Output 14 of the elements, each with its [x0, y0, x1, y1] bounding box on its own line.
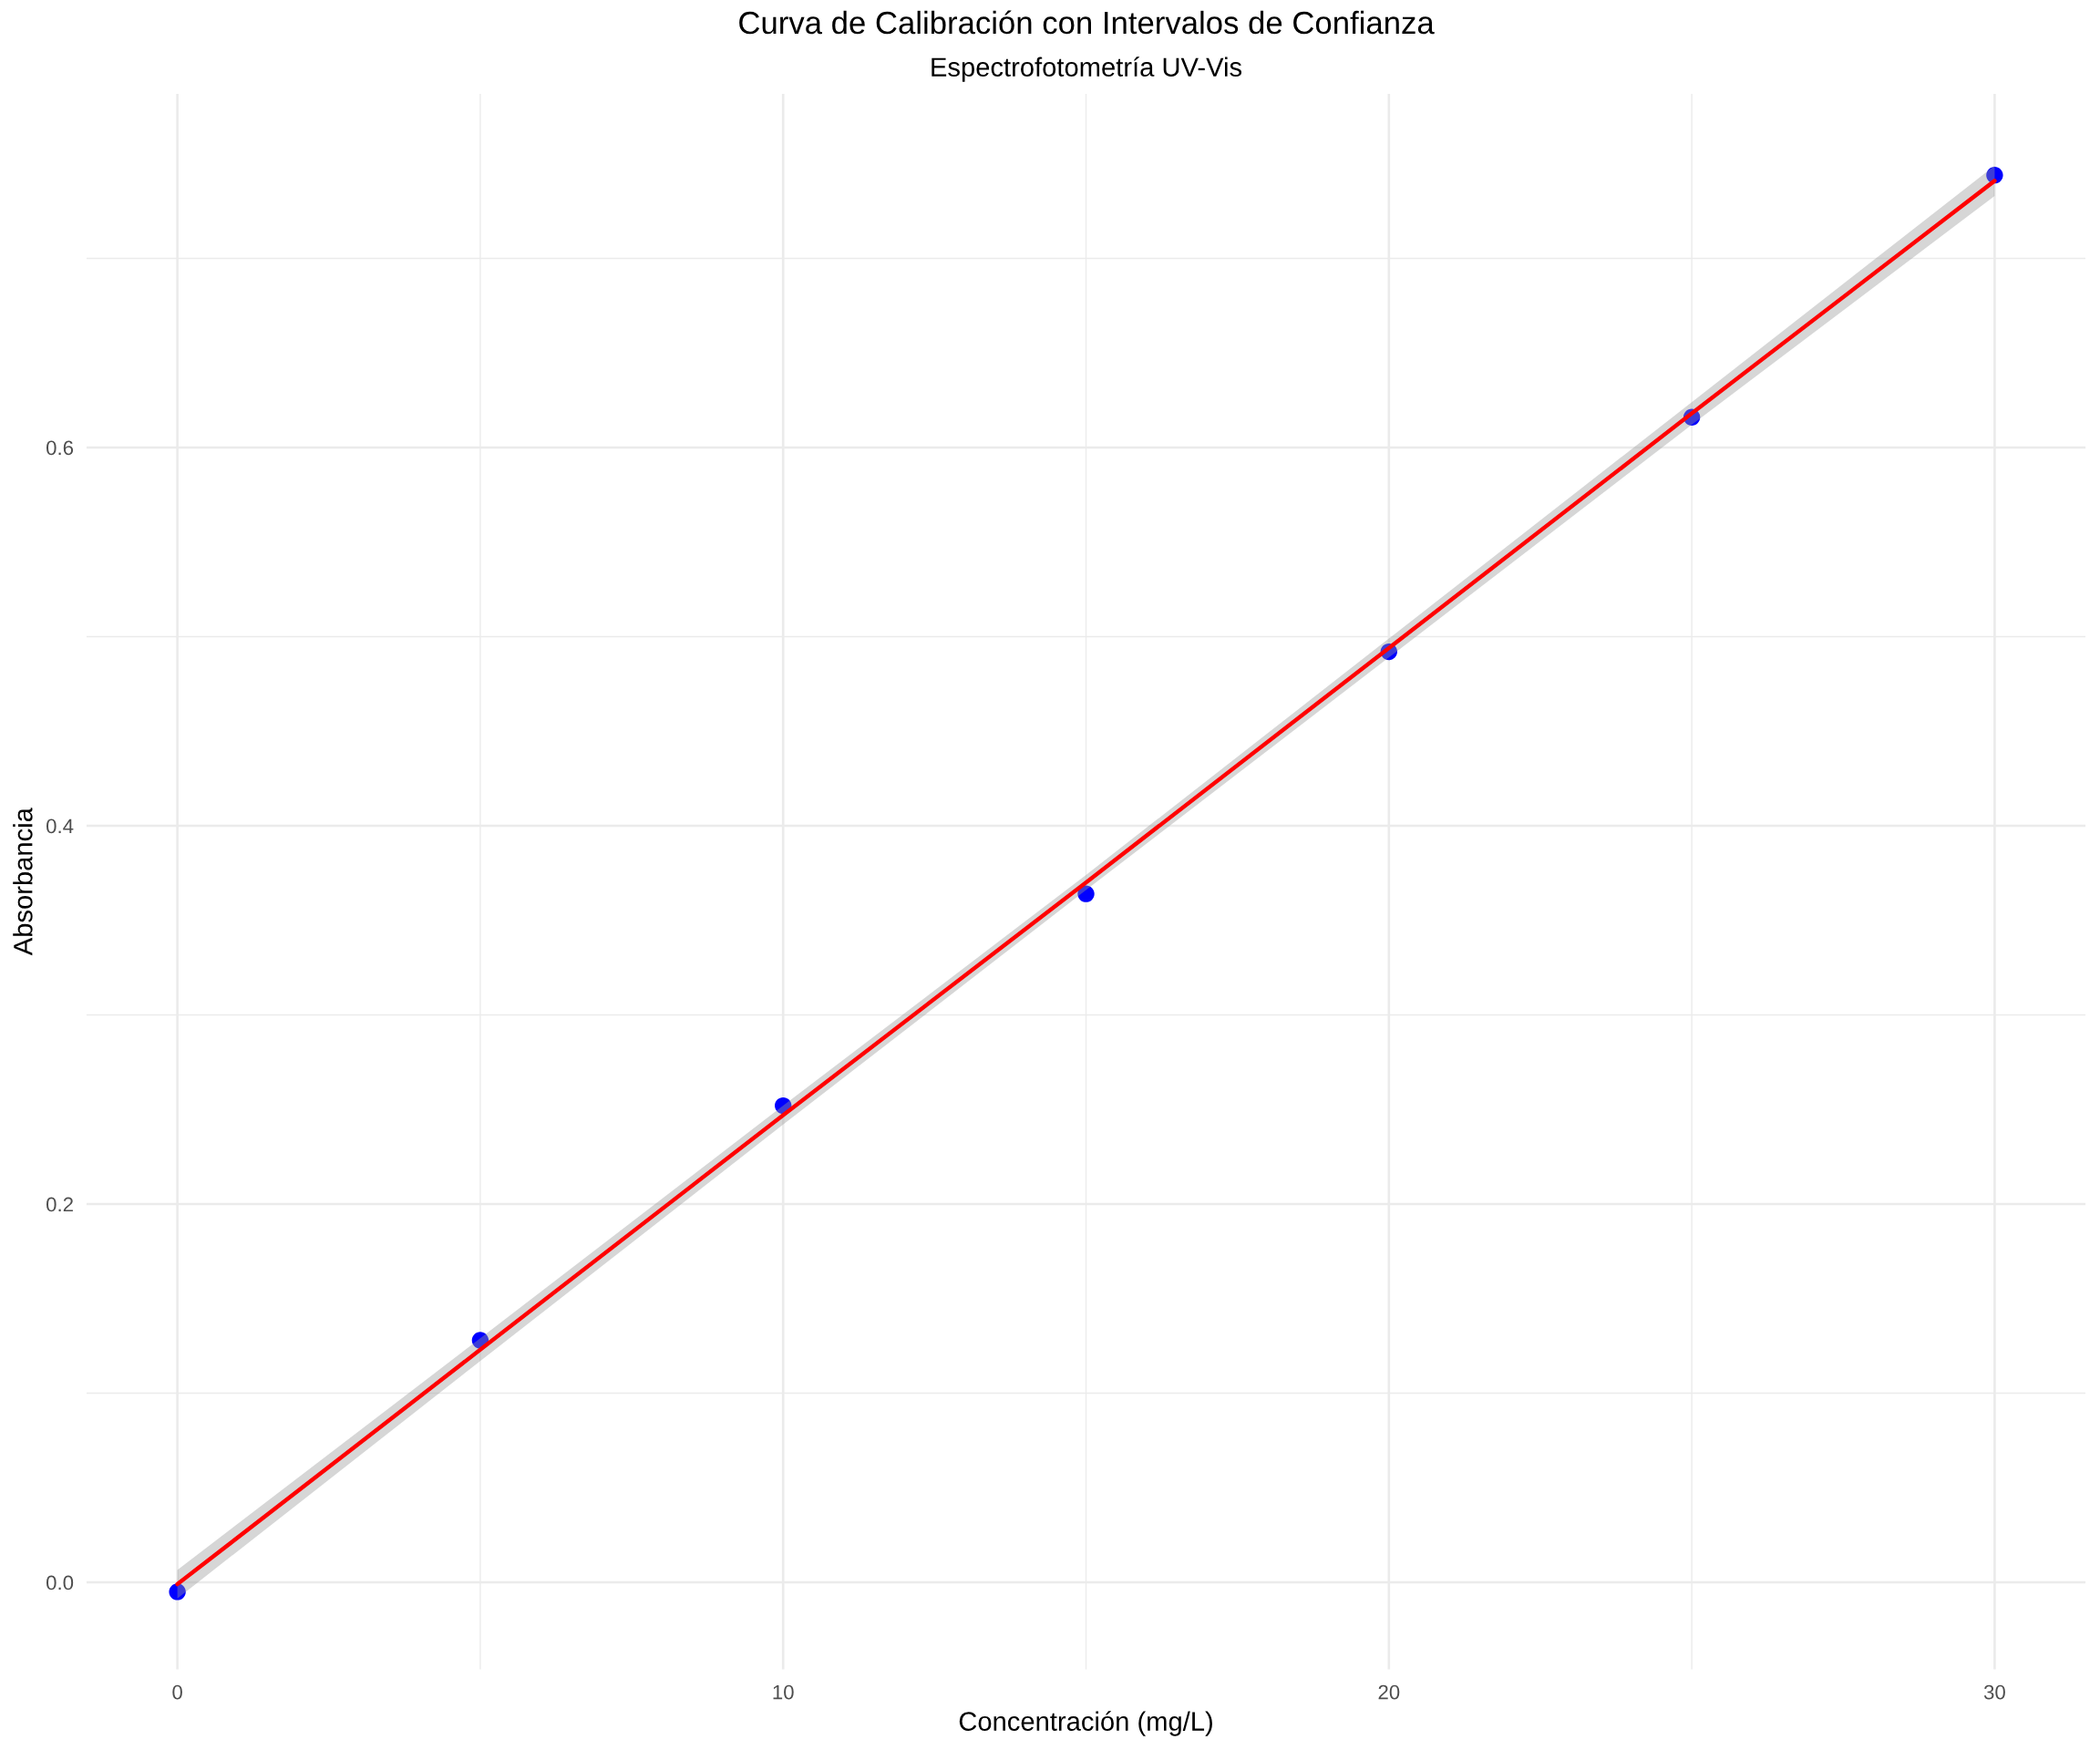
y-tick-label: 0.2 — [46, 1197, 73, 1212]
x-tick-label: 0 — [172, 1684, 182, 1700]
x-tick-label: 20 — [1378, 1684, 1400, 1700]
chart-subtitle: Espectrofotometría UV-Vis — [932, 57, 1242, 82]
chart-title: Curva de Calibración con Intervalos de Confianza — [739, 10, 1435, 35]
point — [1077, 885, 1095, 902]
x-tick-label: 30 — [1983, 1684, 2005, 1700]
point — [169, 1583, 186, 1601]
x-axis-title: Concentración (mg/L) — [959, 1711, 1212, 1736]
x-tick-label: 10 — [773, 1684, 794, 1700]
y-tick-label: 0.6 — [46, 440, 74, 456]
y-tick-label: 0.0 — [46, 1575, 74, 1590]
y-tick-label: 0.4 — [46, 818, 74, 834]
y-axis-title: Absorbancia — [13, 808, 33, 956]
